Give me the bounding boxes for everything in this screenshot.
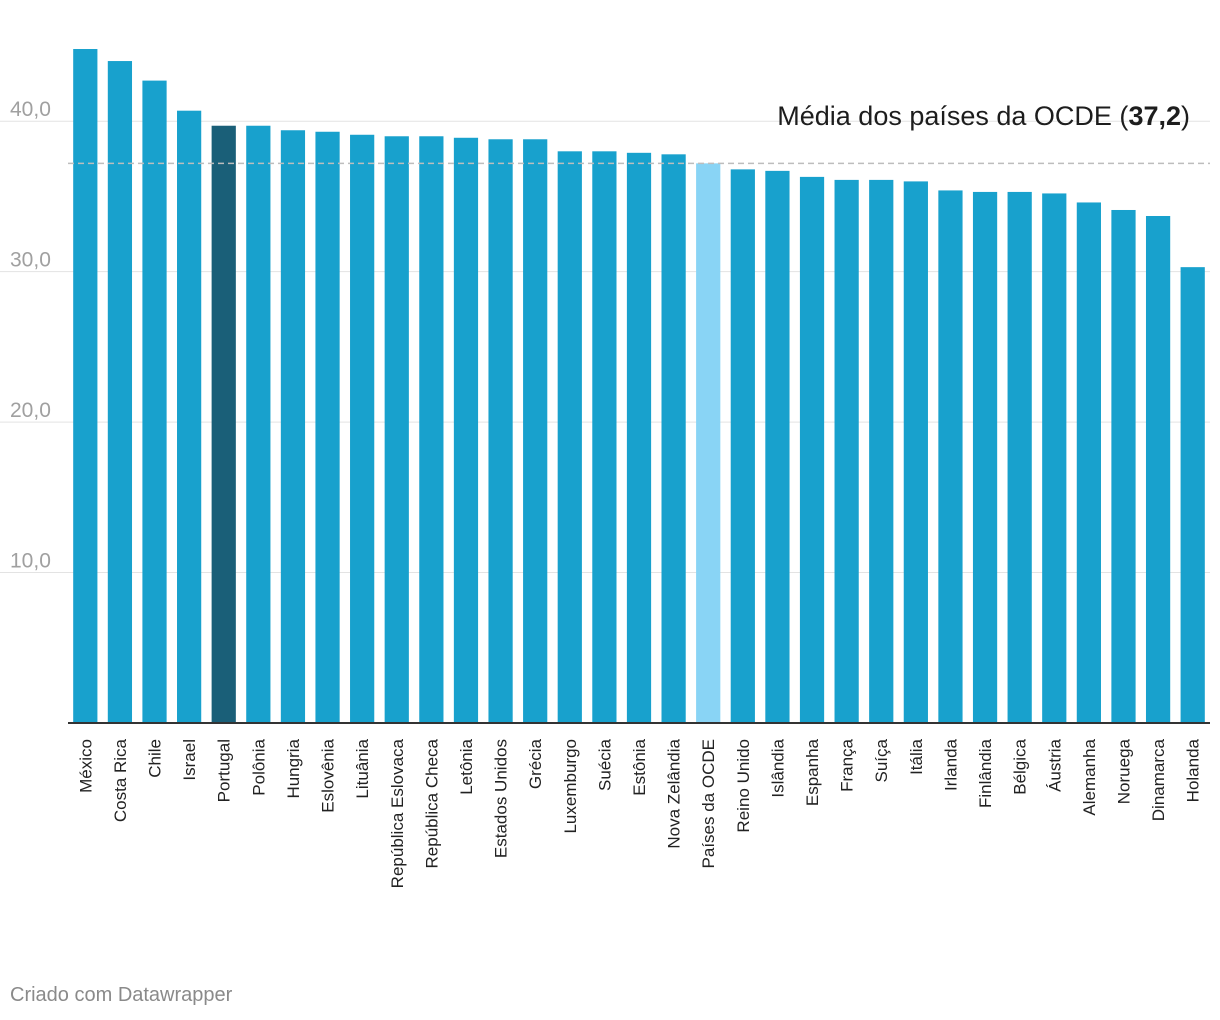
reference-line-label: Média dos países da OCDE (37,2): [777, 101, 1190, 132]
x-tick-label: Eslovênia: [319, 738, 338, 812]
reference-label-value: 37,2: [1128, 101, 1181, 131]
bar: [972, 191, 998, 724]
x-tick-label: Islândia: [768, 738, 787, 797]
bar: [834, 179, 859, 723]
bar: [661, 154, 686, 723]
bar: [419, 136, 444, 723]
bar: [523, 139, 548, 723]
bar: [246, 125, 271, 724]
x-tick-label: França: [838, 738, 857, 791]
bar: [1180, 267, 1205, 723]
bar: [1042, 193, 1067, 724]
bar: [453, 137, 479, 723]
bar: [869, 179, 894, 723]
reference-label-suffix: ): [1181, 101, 1190, 131]
x-tick-label: Reino Unido: [734, 739, 753, 833]
x-tick-label: Hungria: [284, 738, 303, 798]
reference-label-prefix: Média dos países da OCDE (: [777, 101, 1129, 131]
bar: [280, 130, 306, 723]
bar: [384, 136, 409, 723]
bar-chart: 10,0 20,0 30,0 40,0 México Costa Rica Chile Isr…: [0, 49, 1210, 888]
x-tick-label: Suíça: [872, 738, 891, 782]
bar: [696, 163, 721, 723]
x-tick-label: República Checa: [422, 738, 441, 868]
x-tick-label: Suécia: [595, 738, 614, 791]
bar: [799, 176, 825, 724]
x-tick-label: Chile: [146, 739, 165, 778]
credit-text: Criado com Datawrapper: [10, 984, 233, 1006]
bar: [350, 134, 375, 724]
x-tick-label: México: [76, 739, 95, 793]
x-tick-label: Costa Rica: [111, 738, 130, 822]
x-tick-label: Portugal: [215, 739, 234, 802]
x-tick-label: Noruega: [1114, 738, 1133, 804]
x-tick-label: Itália: [907, 738, 926, 774]
bar: [592, 151, 617, 724]
bar: [557, 151, 582, 724]
bar: [211, 125, 236, 724]
x-tick-label: Grécia: [526, 738, 545, 789]
x-tick-label: República Eslovaca: [388, 738, 407, 888]
x-tick-label: Finlândia: [976, 738, 995, 808]
bar: [488, 139, 513, 723]
y-tick-label: 30,0: [10, 249, 51, 272]
bar: [315, 131, 340, 724]
bar: [626, 152, 652, 723]
x-tick-label: Alemanha: [1080, 738, 1099, 815]
bar: [938, 190, 963, 724]
x-tick-label: Letônia: [457, 738, 476, 794]
x-tick-label: Lituânia: [353, 738, 372, 798]
y-tick-label: 20,0: [10, 399, 51, 422]
x-tick-label: Polônia: [249, 738, 268, 795]
x-tick-label: Estados Unidos: [492, 739, 511, 858]
x-tick-label: Estônia: [630, 738, 649, 795]
bar: [903, 181, 928, 723]
x-tick-label: Holanda: [1184, 738, 1203, 802]
bar: [73, 49, 98, 723]
x-tick-label: Espanha: [803, 738, 822, 806]
y-tick-label: 40,0: [10, 98, 51, 121]
bar: [1145, 216, 1171, 723]
bar: [765, 170, 790, 723]
x-tick-label: Dinamarca: [1149, 738, 1168, 821]
x-tick-label: Bélgica: [1011, 738, 1030, 794]
bar: [107, 61, 133, 724]
bar: [177, 110, 202, 724]
bar: [1111, 209, 1136, 724]
bar: [142, 80, 167, 723]
x-tick-label: Irlanda: [941, 738, 960, 791]
x-tick-label: Israel: [180, 739, 199, 781]
x-tick-label: Países da OCDE: [699, 739, 718, 868]
bar: [1007, 191, 1032, 724]
bar: [730, 169, 755, 723]
x-tick-label: Luxemburgo: [561, 739, 580, 834]
bar: [1076, 202, 1101, 723]
y-tick-label: 10,0: [10, 550, 51, 573]
x-tick-label: Nova Zelândia: [665, 738, 684, 848]
x-tick-label: Áustria: [1045, 738, 1064, 791]
